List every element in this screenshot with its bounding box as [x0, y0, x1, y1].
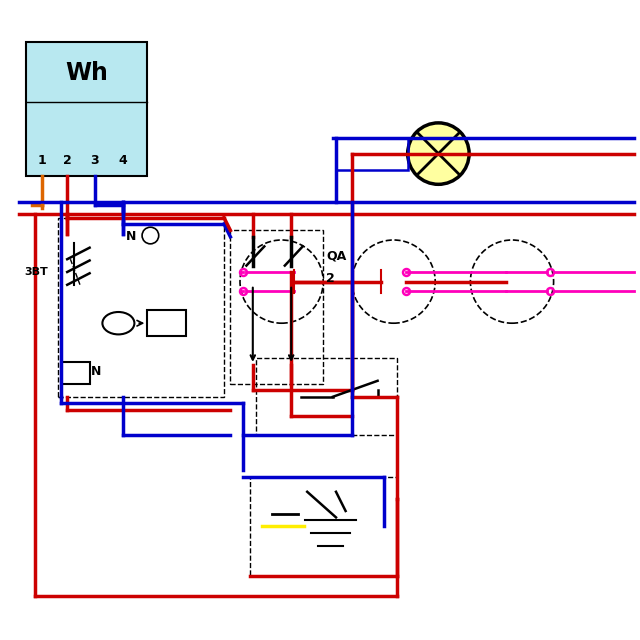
Text: N: N: [91, 365, 101, 378]
Bar: [230, 230, 323, 384]
Circle shape: [408, 123, 469, 184]
Bar: [26, 42, 147, 176]
Text: 2: 2: [326, 272, 335, 285]
Bar: [61, 362, 90, 384]
Text: N: N: [126, 230, 136, 243]
Text: 3: 3: [90, 154, 99, 166]
Text: Wh: Wh: [65, 61, 108, 84]
Bar: [336, 138, 408, 170]
Text: 1: 1: [37, 154, 46, 166]
Bar: [58, 218, 224, 397]
Bar: [147, 310, 186, 336]
Bar: [250, 477, 397, 576]
Text: QA: QA: [326, 250, 347, 262]
Text: 2: 2: [63, 154, 72, 166]
Text: 4: 4: [118, 154, 127, 166]
Text: 3BT: 3BT: [24, 267, 48, 277]
Bar: [256, 358, 397, 435]
